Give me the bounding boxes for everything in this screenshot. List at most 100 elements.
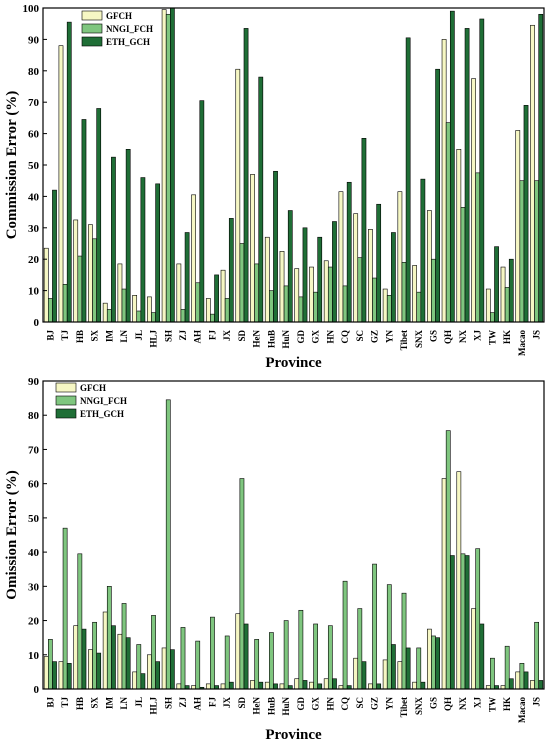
bar-nngi_fch-hb	[77, 553, 83, 690]
bar-gfch-yn	[382, 659, 388, 690]
x-tick-label: LN	[119, 697, 129, 710]
bar-gfch-qh	[441, 39, 447, 323]
bar-nngi_fch-macao	[519, 663, 525, 690]
x-tick-label: FJ	[207, 330, 217, 340]
x-tick-label: Tibet	[399, 330, 409, 350]
bar-eth_gch-jx	[228, 218, 234, 323]
bar-eth_gch-snx	[420, 178, 426, 323]
x-tick-label: GX	[311, 329, 321, 343]
bar-gfch-jl	[132, 295, 138, 323]
bar-gfch-yn	[382, 288, 388, 323]
bar-gfch-ah	[191, 194, 196, 323]
bar-eth_gch-gd	[302, 680, 308, 690]
y-tick-label: 20	[28, 616, 40, 628]
bar-gfch-sc	[353, 657, 359, 690]
bar-nngi_fch-gz	[372, 277, 377, 323]
bar-eth_gch-jl	[140, 673, 146, 690]
x-tick-label: GD	[296, 330, 306, 344]
bar-gfch-tj	[58, 45, 64, 323]
y-tick-label: 20	[28, 254, 40, 266]
bar-eth_gch-xj	[479, 18, 485, 323]
plot-frame	[42, 380, 545, 690]
bar-eth_gch-sx	[96, 108, 102, 323]
y-tick-label: 70	[28, 444, 40, 456]
bar-eth_gch-bj	[52, 189, 57, 323]
bar-nngi_fch-hk	[504, 287, 510, 323]
chart-panel-1: 0 10 20 30 40 50 60 70 80 90 100 BJ TJ HB SX IM LN JL HLJ S…	[4, 3, 545, 371]
bar-gfch-hn	[323, 678, 329, 690]
x-tick-label: HuN	[281, 697, 291, 716]
y-tick-label: 10	[28, 286, 40, 298]
bar-nngi_fch-hun	[283, 285, 289, 323]
x-tick-label: CQ	[340, 330, 350, 344]
bar-nngi_fch-sd	[239, 478, 245, 690]
x-tick-label: YN	[384, 697, 394, 710]
x-tick-label: HeN	[252, 330, 262, 348]
bar-nngi_fch-js	[534, 180, 540, 323]
x-tick-label: GS	[428, 697, 438, 709]
bar-nngi_fch-js	[534, 621, 540, 690]
bar-gfch-zj	[176, 263, 182, 323]
bar-nngi_fch-hn	[327, 266, 333, 323]
bar-nngi_fch-macao	[519, 180, 525, 323]
x-tick-label: TW	[487, 697, 497, 712]
x-tick-label: NX	[458, 697, 468, 710]
bar-gfch-hn	[323, 260, 329, 323]
bar-eth_gch-hlj	[155, 183, 161, 323]
bar-gfch-qh	[441, 478, 447, 690]
bar-eth_gch-sh	[170, 7, 175, 323]
y-axis-title: Omission Error (%)	[4, 470, 20, 599]
bar-nngi_fch-zj	[180, 309, 186, 323]
bar-eth_gch-hen	[258, 681, 264, 690]
bar-nngi_fch-sx	[92, 621, 97, 690]
bar-nngi_fch-gd	[298, 296, 304, 323]
bar-eth_gch-tibet	[405, 37, 411, 323]
x-tick-label: HK	[502, 330, 512, 344]
x-tick-label: BJ	[45, 697, 55, 708]
bar-nngi_fch-nx	[460, 207, 466, 323]
bar-nngi_fch-tj	[62, 527, 68, 690]
x-tick-label: SX	[90, 330, 100, 342]
bar-gfch-snx	[412, 265, 417, 323]
bar-gfch-gz	[368, 229, 373, 323]
x-tick-label: IM	[104, 329, 114, 342]
bar-nngi_fch-sh	[165, 399, 171, 690]
bar-gfch-gx	[309, 681, 314, 690]
bar-nngi_fch-im	[106, 309, 112, 323]
chart-panel-2: 0 10 20 30 40 50 60 70 80 90 BJ TJ HB SX IM LN JL HLJ SH ZJ…	[4, 376, 545, 743]
bar-eth_gch-js	[538, 680, 544, 690]
x-tick-label: QH	[443, 697, 453, 711]
bar-eth_gch-yn	[391, 232, 396, 323]
x-axis-title: Province	[265, 355, 322, 371]
bar-nngi_fch-fj	[210, 616, 215, 690]
bar-gfch-hun	[279, 251, 285, 323]
y-axis-title: Commission Error (%)	[4, 91, 20, 240]
bar-eth_gch-gx	[317, 236, 323, 323]
bar-nngi_fch-hb	[77, 255, 83, 323]
x-tick-label: SNX	[414, 330, 424, 349]
bar-eth_gch-gs	[435, 68, 440, 323]
x-tick-label: SC	[355, 697, 365, 709]
y-tick-label: 70	[28, 97, 40, 109]
y-tick-label: 80	[28, 66, 40, 78]
x-tick-label: BJ	[45, 330, 55, 341]
x-tick-label: NX	[458, 330, 468, 343]
bar-nngi_fch-snx	[416, 647, 422, 690]
x-tick-label: XJ	[473, 696, 483, 707]
bar-eth_gch-tj	[66, 21, 72, 323]
y-tick-label: 40	[28, 191, 40, 203]
bar-eth_gch-gd	[302, 227, 308, 323]
bar-nngi_fch-ah	[195, 282, 201, 323]
bar-gfch-im	[102, 611, 108, 690]
bar-eth_gch-hub	[273, 683, 278, 690]
legend-label-gfch: GFCH	[106, 11, 132, 21]
bar-nngi_fch-ah	[195, 640, 201, 690]
x-tick-label: AH	[193, 330, 203, 344]
y-tick-label: 90	[28, 34, 40, 46]
bar-eth_gch-hk	[508, 678, 514, 690]
bar-eth_gch-tibet	[405, 647, 411, 690]
bar-eth_gch-im	[111, 156, 116, 323]
bar-eth_gch-hen	[258, 76, 264, 323]
bar-nngi_fch-tw	[490, 312, 495, 323]
